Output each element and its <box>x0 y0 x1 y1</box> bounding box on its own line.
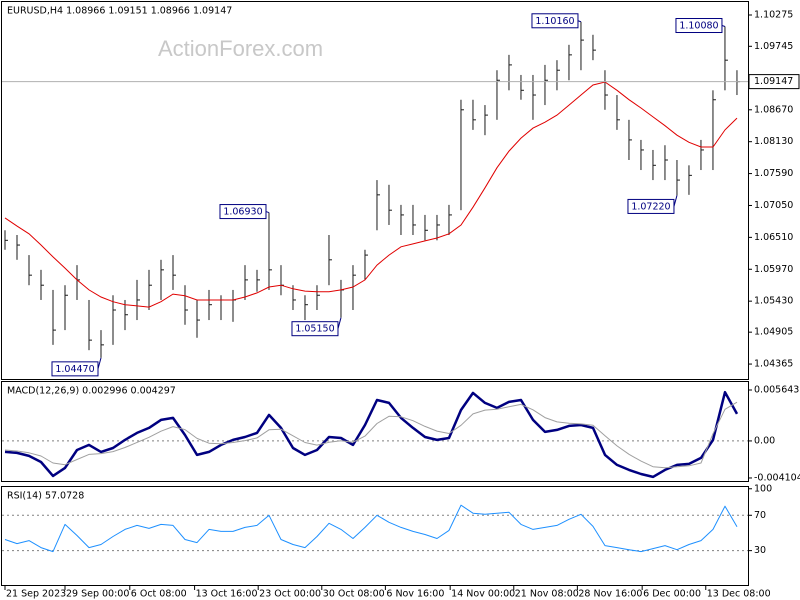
y-tick-label: 1.08130 <box>754 136 793 147</box>
price-panel-frame <box>1 1 749 380</box>
x-tick-label: 6 Dec 00:00 <box>643 589 701 600</box>
annotation-box <box>51 361 99 377</box>
y-tick-label: 1.05970 <box>754 264 793 275</box>
y-tick-label: 1.07050 <box>754 200 793 211</box>
x-tick-label: 14 Nov 00:00 <box>451 589 515 600</box>
x-tick-label: 21 Nov 08:00 <box>515 589 579 600</box>
annotation-box <box>675 18 723 34</box>
annotation-label: 1.04470 <box>55 364 94 375</box>
last-price-label: 1.09147 <box>754 76 793 87</box>
y-tick-label: 1.09745 <box>754 41 793 52</box>
annotation-label: 1.05150 <box>295 324 334 335</box>
y-tick-label: 1.05430 <box>754 296 793 307</box>
annotation-box <box>219 204 267 220</box>
y-tick-label: 0.00 <box>754 435 775 446</box>
y-tick-label: 1.08670 <box>754 104 793 115</box>
x-tick-label: 23 Oct 00:00 <box>259 589 321 600</box>
panel-title: MACD(12,26,9) 0.002996 0.004297 <box>7 386 176 397</box>
y-tick-label: 1.04365 <box>754 359 793 370</box>
y-tick-label: 100 <box>754 483 772 494</box>
indicator-line <box>4 504 738 553</box>
macd-panel-frame <box>1 381 749 482</box>
y-tick-label: 1.10275 <box>754 9 793 20</box>
y-tick-label: 0.005643 <box>754 385 799 396</box>
annotation-box <box>627 198 675 214</box>
x-tick-label: 28 Nov 16:00 <box>578 589 642 600</box>
y-tick-label: 30 <box>754 545 766 556</box>
rsi-panel-frame <box>1 486 749 586</box>
annotation-label: 1.10160 <box>535 16 574 27</box>
y-tick-label: 70 <box>754 510 766 521</box>
panel-title: EURUSD,H4 1.08966 1.09151 1.08966 1.0914… <box>7 6 232 17</box>
y-tick-label: 1.06510 <box>754 232 793 243</box>
x-tick-label: 29 Sep 00:00 <box>66 589 129 600</box>
annotation-label: 1.07220 <box>631 201 670 212</box>
y-tick-label: -0.004104 <box>754 472 800 483</box>
annotation-box <box>291 321 339 337</box>
x-tick-label: 6 Nov 16:00 <box>386 589 444 600</box>
panel-title: RSI(14) 57.0728 <box>7 491 84 502</box>
watermark: ActionForex.com <box>158 36 323 61</box>
x-tick-label: 21 Sep 2023 <box>6 589 66 600</box>
moving-average <box>4 81 738 308</box>
x-tick-label: 6 Oct 08:00 <box>131 589 187 600</box>
y-tick-label: 1.07590 <box>754 168 793 179</box>
x-tick-label: 13 Oct 16:00 <box>196 589 258 600</box>
indicator-line <box>4 390 739 479</box>
x-tick-label: 30 Oct 08:00 <box>323 589 385 600</box>
y-tick-label: 1.04905 <box>754 327 793 338</box>
annotation-label: 1.06930 <box>223 207 262 218</box>
last-price-box <box>748 74 800 90</box>
indicator-line <box>4 401 738 469</box>
x-tick-label: 13 Dec 08:00 <box>707 589 771 600</box>
annotation-label: 1.10080 <box>679 21 718 32</box>
annotation-box <box>531 13 579 29</box>
